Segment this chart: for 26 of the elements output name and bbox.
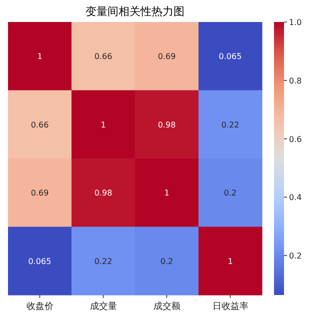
data-label: 0.69 [30, 188, 49, 198]
data-label: 0.98 [158, 120, 176, 130]
color-bar-label: 0.6 [289, 134, 302, 144]
x-tick-label: 日收益率 [212, 301, 248, 312]
color-bar-label: 0.2 [289, 252, 302, 261]
color-bar-label: 1.0 [289, 18, 302, 27]
data-label: 1 [228, 256, 233, 266]
data-label: 0.2 [224, 188, 237, 198]
data-label: 0.065 [218, 52, 242, 62]
data-label: 0.69 [158, 52, 176, 62]
data-label: 0.22 [94, 256, 112, 266]
data-label: 0.66 [30, 120, 49, 130]
chart-title: 变量间相关性热力图 [86, 5, 184, 18]
data-label: 0.2 [160, 256, 174, 266]
data-label: 1 [164, 188, 170, 198]
data-label: 0.98 [94, 188, 112, 198]
x-tick-label: 收盘价 [26, 301, 54, 312]
data-label: 0.065 [28, 256, 52, 266]
x-tick-label: 成交量 [90, 301, 117, 312]
data-label: 0.22 [221, 120, 240, 130]
data-label: 1 [37, 52, 42, 62]
data-label: 1 [100, 120, 106, 130]
color-bar-label: 0.4 [289, 193, 302, 202]
x-tick-label: 成交额 [153, 301, 180, 312]
color-bar-label: 0.8 [289, 76, 302, 86]
data-label: 0.66 [94, 52, 112, 62]
